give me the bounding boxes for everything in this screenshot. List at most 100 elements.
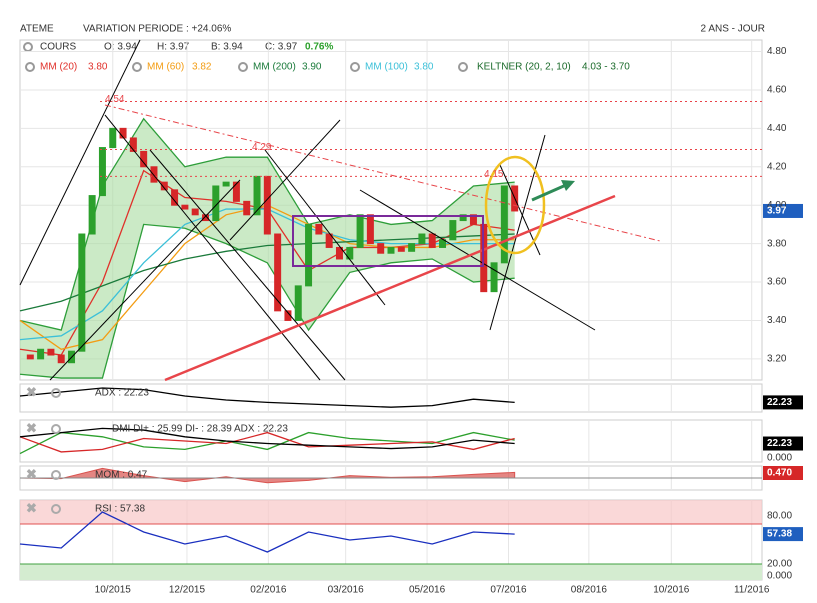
last-value: 57.38: [767, 529, 792, 540]
candle: [294, 285, 302, 321]
x-tick-label: 07/2016: [490, 585, 527, 596]
candle: [57, 354, 65, 364]
period[interactable]: 2 ANS - JOUR: [701, 24, 765, 35]
legend-value: 3.82: [192, 62, 212, 73]
candle: [109, 127, 117, 149]
gear-icon[interactable]: [23, 42, 33, 52]
variation: VARIATION PERIODE : +24.06%: [83, 24, 231, 35]
candle: [129, 137, 137, 152]
close-icon[interactable]: ✖: [26, 420, 37, 435]
close-icon[interactable]: ✖: [26, 466, 37, 481]
last-value-box: [763, 527, 803, 542]
trendline: [359, 189, 596, 331]
keltner-band: [20, 118, 515, 379]
legend-high: H: 3.97: [157, 42, 190, 53]
legend-close: C: 3.97: [265, 42, 298, 53]
gear-icon[interactable]: [51, 470, 61, 480]
annotations: [19, 39, 661, 382]
gear-icon[interactable]: [25, 62, 35, 72]
candle: [181, 204, 189, 210]
last-value-box: [763, 395, 803, 410]
legend-change: 0.76%: [305, 42, 333, 53]
y-tick-label: 4.60: [767, 85, 787, 96]
y-tick-label: 0.000: [767, 453, 792, 464]
last-value: 22.23: [767, 438, 792, 449]
highlight-ellipse: [484, 155, 546, 255]
candle: [78, 233, 86, 352]
last-value: 0.470: [767, 468, 792, 479]
y-tick-label: 4.20: [767, 161, 787, 172]
candle: [253, 175, 261, 216]
x-tick-label: 02/2016: [250, 585, 287, 596]
legend-open: O: 3.94: [104, 42, 137, 53]
legend-value: 4.03 - 3.70: [582, 62, 630, 73]
last-value: 22.23: [767, 397, 792, 408]
y-tick-label: 3.60: [767, 277, 787, 288]
trendline: [229, 119, 341, 241]
legend-cours: COURS: [40, 42, 76, 53]
candle: [459, 214, 467, 222]
y-tick-label: 0.000: [767, 571, 792, 582]
arrow-head: [561, 180, 575, 191]
y-tick-label: 4.00: [767, 200, 787, 211]
level-label: 4.29: [252, 142, 272, 153]
candle: [88, 195, 96, 235]
trendline: [49, 179, 241, 381]
candle: [377, 243, 385, 254]
y-tick-label: 3.20: [767, 354, 787, 365]
trendline: [499, 164, 541, 256]
close-icon[interactable]: ✖: [26, 384, 37, 399]
candle: [325, 233, 333, 248]
close-icon[interactable]: ✖: [26, 500, 37, 515]
gear-icon[interactable]: [51, 424, 61, 434]
last-value-box: [763, 436, 803, 451]
candle: [418, 233, 426, 245]
y-tick-label: 3.80: [767, 238, 787, 249]
y-tick-label: 20.00: [767, 559, 792, 570]
gear-icon: [458, 62, 468, 72]
indicator-label: RSI : 57.38: [95, 504, 145, 515]
x-tick-label: 05/2016: [409, 585, 446, 596]
level-label: 4.15: [484, 169, 504, 180]
legend-name: MM (60): [147, 62, 184, 73]
trendline: [489, 134, 546, 331]
indicator-line: [19, 511, 515, 553]
legend-name: MM (20): [40, 62, 77, 73]
candle: [469, 214, 477, 225]
indicator-label: MOM : 0.47: [95, 470, 148, 481]
panel-frame: [19, 39, 763, 381]
indicator-line: [19, 431, 515, 455]
indicator-line: [19, 427, 515, 450]
candle: [449, 220, 457, 241]
range-box: [292, 215, 484, 267]
candle: [26, 354, 34, 360]
legend-name: KELTNER (20, 2, 10): [477, 62, 571, 73]
candle: [274, 233, 282, 312]
candle: [387, 246, 395, 254]
gear-icon[interactable]: [51, 504, 61, 514]
ticker: ATEME: [20, 24, 54, 35]
y-tick-label: 4.80: [767, 46, 787, 57]
x-tick-label: 10/2016: [653, 585, 690, 596]
candle: [263, 175, 271, 235]
candle: [222, 181, 230, 187]
legend-low: B: 3.94: [211, 42, 243, 53]
legend-name: MM (200): [253, 62, 296, 73]
resistance-line: [104, 104, 661, 242]
candle: [490, 262, 498, 293]
gear-icon[interactable]: [51, 388, 61, 398]
candle: [335, 246, 343, 260]
arrow: [531, 183, 567, 202]
y-tick-label: 80.00: [767, 511, 792, 522]
keltner-lower: [19, 223, 515, 379]
candle: [356, 214, 364, 248]
gear-icon[interactable]: [132, 62, 142, 72]
gear-icon[interactable]: [238, 62, 248, 72]
last-price-box: [763, 203, 803, 218]
x-tick-label: 08/2016: [571, 585, 608, 596]
candle: [212, 185, 220, 222]
trendline: [264, 149, 386, 306]
candle: [98, 147, 106, 197]
gear-icon[interactable]: [350, 62, 360, 72]
